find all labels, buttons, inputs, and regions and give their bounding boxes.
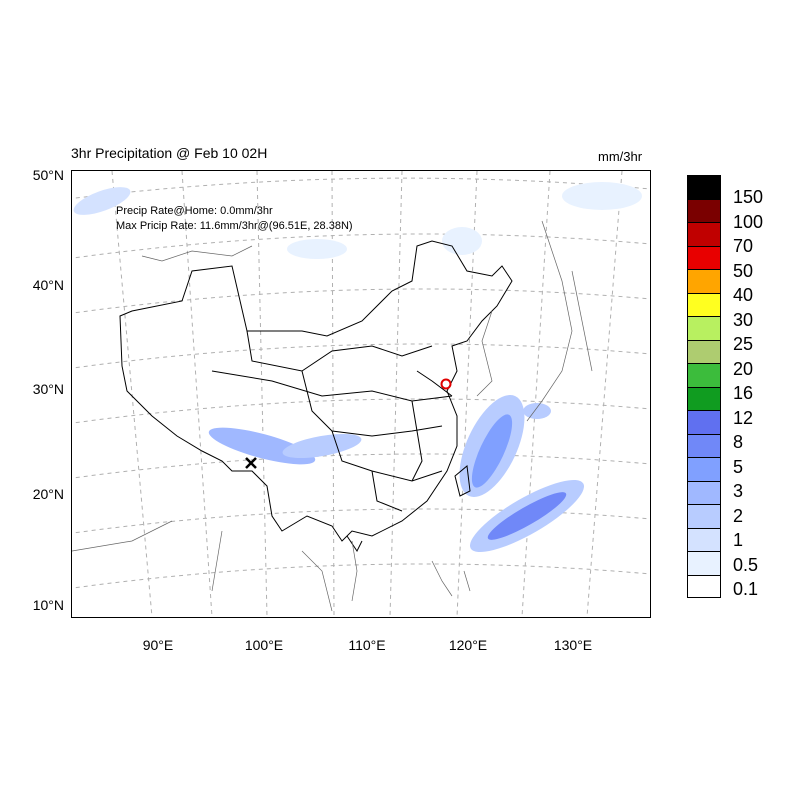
country-borders xyxy=(119,240,513,552)
legend-swatch xyxy=(687,527,721,551)
lon-label-100: 100°E xyxy=(244,637,284,653)
home-marker xyxy=(440,378,452,390)
legend-swatch xyxy=(687,316,721,340)
lat-label-50: 50°N xyxy=(32,167,64,183)
legend-label: 70 xyxy=(733,236,754,256)
map-title: 3hr Precipitation @ Feb 10 02H xyxy=(71,145,268,161)
legend-swatch xyxy=(687,198,721,222)
legend-label: 50 xyxy=(733,260,754,281)
graticule xyxy=(51,170,673,618)
legend-swatch xyxy=(687,433,721,457)
legend-label: 0.5 xyxy=(733,554,759,575)
legend-swatch xyxy=(687,245,721,269)
precipitation-map xyxy=(51,170,673,618)
legend-swatch xyxy=(687,551,721,575)
legend-label: 16 xyxy=(733,383,754,403)
legend-swatch xyxy=(687,480,721,504)
lat-label-40: 40°N xyxy=(32,277,64,293)
lon-label-90: 90°E xyxy=(142,637,174,653)
legend-label: 20 xyxy=(733,358,754,379)
lat-label-30: 30°N xyxy=(32,381,64,397)
legend-swatch xyxy=(687,574,721,598)
legend-label: 150 xyxy=(733,187,764,207)
legend-label: 100 xyxy=(733,211,764,232)
legend-label: 3 xyxy=(733,481,744,501)
max-rate-text: Max Pricip Rate: 11.6mm/3hr@(96.51E, 28.… xyxy=(116,220,353,232)
units-label: mm/3hr xyxy=(598,149,643,164)
neighbor-coastlines xyxy=(71,220,593,612)
legend-swatch xyxy=(687,410,721,434)
legend-label: 40 xyxy=(733,285,754,305)
legend-swatch xyxy=(687,292,721,316)
legend-swatch xyxy=(687,269,721,293)
legend-label: 8 xyxy=(733,432,744,452)
map-frame xyxy=(51,170,673,618)
legend-label: 25 xyxy=(733,334,754,354)
legend-swatch xyxy=(687,504,721,528)
lon-label-130: 130°E xyxy=(553,637,593,653)
legend-swatch xyxy=(687,363,721,387)
legend-label: 1 xyxy=(733,530,744,550)
precipitation-fields xyxy=(73,182,642,553)
legend-label: 12 xyxy=(733,407,754,428)
lat-label-20: 20°N xyxy=(32,486,64,502)
lon-label-110: 110°E xyxy=(348,637,386,653)
legend-label: 5 xyxy=(733,456,744,477)
lon-label-120: 120°E xyxy=(448,637,488,653)
legend-swatch xyxy=(687,386,721,410)
legend-label: 30 xyxy=(733,309,754,330)
precip-legend xyxy=(687,175,722,598)
max-rate-marker xyxy=(245,457,257,469)
legend-swatch xyxy=(687,222,721,246)
home-rate-text: Precip Rate@Home: 0.0mm/3hr xyxy=(116,205,273,217)
lat-label-10: 10°N xyxy=(32,597,64,613)
legend-swatch xyxy=(687,339,721,363)
legend-swatch xyxy=(687,457,721,481)
legend-swatch xyxy=(687,175,721,199)
legend-label: 0.1 xyxy=(733,579,759,599)
legend-label: 2 xyxy=(733,505,744,526)
